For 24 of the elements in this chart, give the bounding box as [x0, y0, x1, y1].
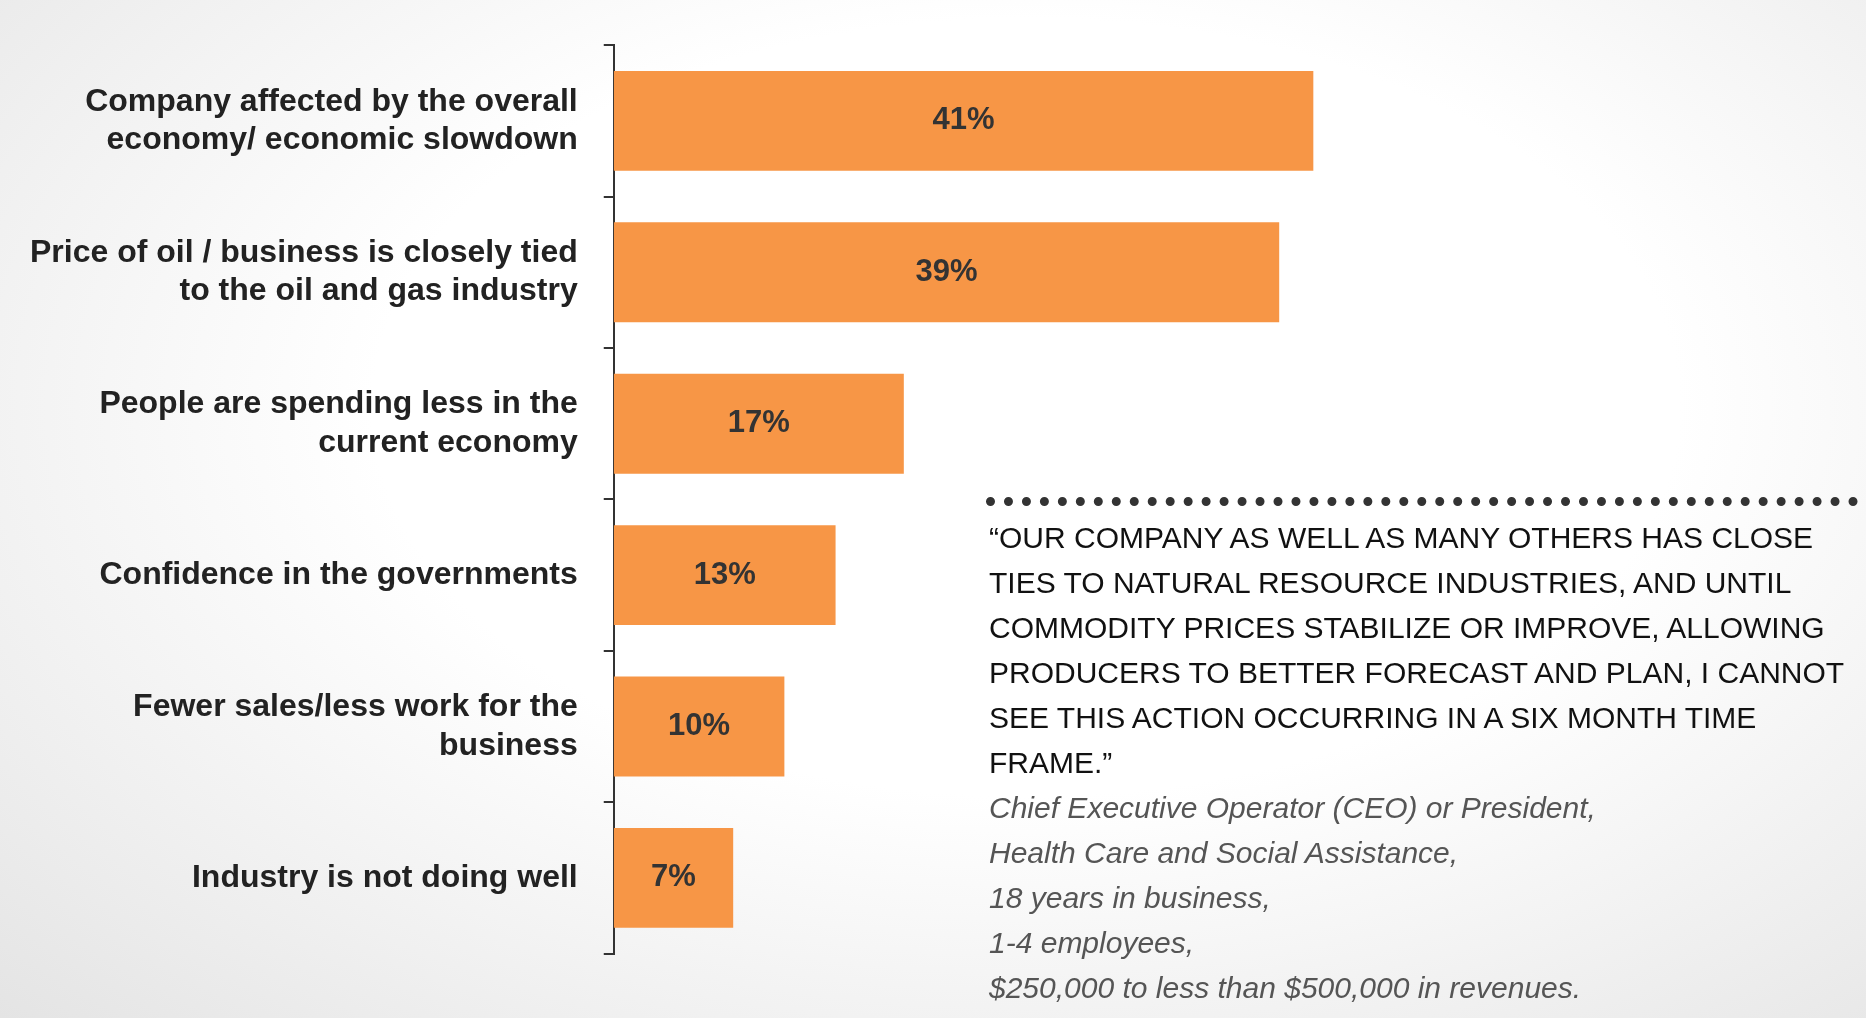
data-label: 13%: [693, 555, 756, 591]
text: $250,000 to less than $500,000 in revenues.: [989, 970, 1583, 1006]
bar: [613, 70, 1314, 171]
annotation: “OUR COMPANY AS WELL AS MANY OTHERS HAS CLOSE TIES TO NATURAL RESOURCE INDUSTRIES, AND UNTIL COMMODITY PRICES STABILIZE OR IMPROVE, ALLOWING PRODUCERS TO BETTER FORECAST AND PLAN, I CANNOT SEE THIS ACTION OCCURRING IN A SIX MONTH TIME FRAME.”: [989, 520, 1845, 781]
annotation: Health Care and Social Assistance,: [989, 835, 1460, 871]
y-tick-label: Industry is not doing well: [191, 857, 578, 894]
bar: [613, 827, 734, 928]
bar: [613, 222, 1280, 323]
data-label: 7%: [651, 858, 696, 894]
annotation: 18 years in business,: [989, 880, 1272, 916]
annotation: Chief Executive Operator (CEO) or President,: [989, 790, 1597, 826]
y-tick-label: People are spending less in the current economy: [99, 384, 578, 459]
data-label: 41%: [932, 101, 995, 137]
bar: [613, 373, 904, 474]
y-tick-label: Company affected by the overall economy/ economic slowdown: [85, 81, 578, 156]
bar: [613, 676, 785, 777]
y-tick-label: Fewer sales/less work for the business: [133, 687, 578, 762]
bar: [613, 525, 836, 626]
data-label: 10%: [668, 707, 731, 743]
y-tick-label: Confidence in the governments: [99, 554, 578, 591]
annotation: 1-4 employees,: [989, 925, 1196, 961]
data-label: 17%: [727, 404, 790, 440]
data-label: 39%: [915, 252, 978, 288]
y-tick-label: Price of oil / business is closely tied to the oil and gas industry: [30, 232, 578, 308]
